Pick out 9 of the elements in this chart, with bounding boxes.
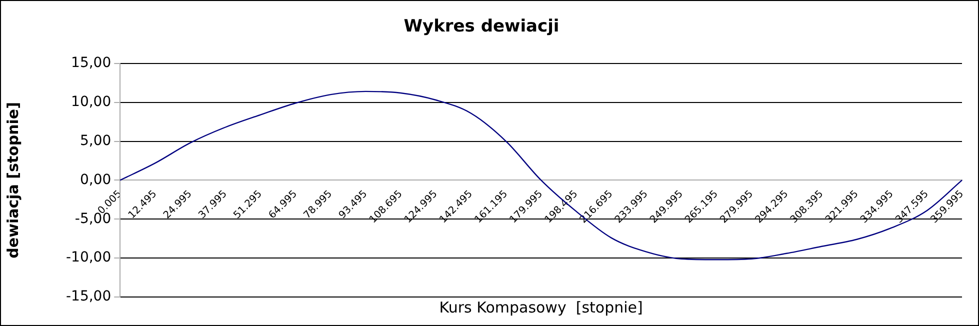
y-axis-title: dewiacja [stopnie] bbox=[4, 102, 22, 258]
y-tick-label: -10,00 bbox=[66, 250, 112, 266]
y-tick-label: 10,00 bbox=[71, 94, 112, 110]
y-tick-label: 0,00 bbox=[80, 172, 112, 188]
y-tick-label: 15,00 bbox=[71, 55, 112, 72]
y-tick-label: -15,00 bbox=[66, 288, 112, 305]
y-tick-label: 5,00 bbox=[80, 132, 112, 149]
x-axis-title: Kurs Kompasowy [stopnie] bbox=[439, 298, 643, 316]
chart-title: Wykres dewiacji bbox=[404, 16, 560, 37]
